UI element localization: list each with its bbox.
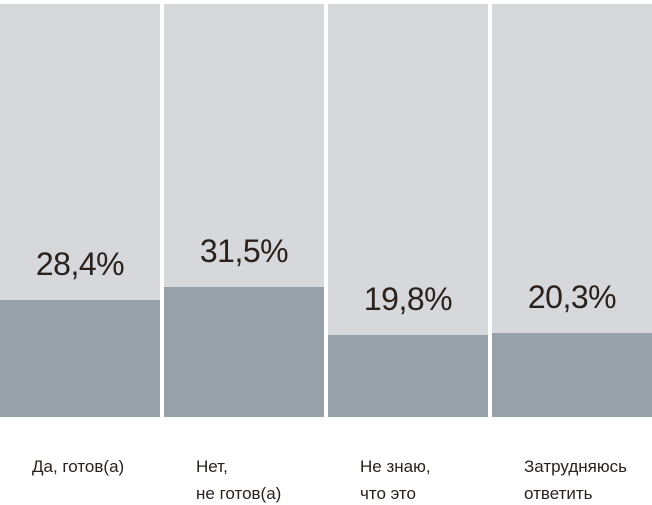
bar-fill [0,299,160,417]
bar-column-yes: 28,4% [0,4,160,417]
category-label-line: что это [360,484,416,503]
category-label-line: Нет, [196,457,228,476]
category-label-yes: Да, готов(а) [0,453,160,505]
category-label-line: Не знаю, [360,457,431,476]
bar-fill [492,333,652,417]
category-label-line: Затрудняюсь [524,457,627,476]
bar-column-dont-know: 19,8% [328,4,488,417]
category-label-line: не готов(а) [196,484,282,503]
category-label-no: Нет, не готов(а) [164,453,324,505]
bar-value-label: 19,8% [363,281,453,318]
bar-column-no: 31,5% [164,4,324,417]
category-label-line: Да, готов(а) [32,457,125,476]
bar-value-label: 28,4% [35,245,125,282]
category-label-line: ответить [524,484,593,503]
category-label-dont-know: Не знаю, что это [328,453,488,505]
bar-fill [328,335,488,417]
bar-fill [164,286,324,417]
bar-column-hard-to-answer: 20,3% [492,4,652,417]
bar-value-label: 20,3% [527,279,617,316]
chart-area: 28,4% 31,5% 19,8% 20,3% [0,4,652,417]
category-labels-row: Да, готов(а) Нет, не готов(а) Не знаю, ч… [0,453,652,505]
bar-value-label: 31,5% [199,232,289,269]
category-label-hard-to-answer: Затрудняюсь ответить [492,453,652,505]
